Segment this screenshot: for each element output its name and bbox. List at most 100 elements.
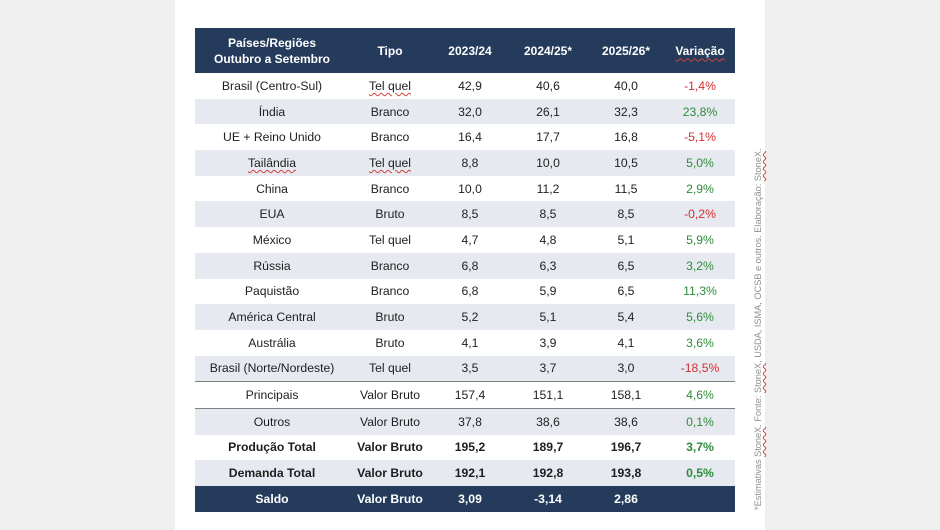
- cell-region-text: Brasil (Centro-Sul): [221, 78, 323, 93]
- cell-variation-text: 0,5%: [686, 466, 714, 481]
- cell-y2: 38,6: [509, 407, 587, 435]
- cell-y1-text: 4,7: [461, 232, 479, 247]
- cell-y2: 5,1: [509, 304, 587, 330]
- cell-y2-text: 26,1: [536, 104, 560, 119]
- cell-region: Demanda Total: [195, 460, 349, 486]
- cell-y1: 8,8: [431, 150, 509, 176]
- cell-variation-text: 4,6%: [686, 388, 714, 403]
- cell-y3-text: 6,5: [617, 284, 635, 299]
- cell-type-text: Tel quel: [368, 232, 411, 247]
- cell-y3: 6,5: [587, 278, 665, 305]
- table-row: China Branco 10,0 11,2 11,5 2,9%: [195, 175, 735, 202]
- cell-region-text: México: [252, 232, 292, 247]
- cell-variation-text: 5,0%: [686, 155, 714, 170]
- table-row: Tailândia Tel quel 8,8 10,0 10,5 5,0%: [195, 150, 735, 176]
- cell-region: Principais: [195, 381, 349, 409]
- cell-y2: 11,2: [509, 175, 587, 202]
- cell-y3: 5,4: [587, 304, 665, 330]
- cell-y1: 32,0: [431, 98, 509, 125]
- cell-y1-text: 6,8: [461, 258, 479, 273]
- cell-region: EUA: [195, 201, 349, 228]
- cell-variation-text: 3,7%: [686, 440, 714, 455]
- cell-y2: 192,8: [509, 460, 587, 486]
- cell-variation: 5,0%: [665, 150, 735, 176]
- cell-y3: 16,8: [587, 124, 665, 151]
- cell-variation: 5,6%: [665, 304, 735, 330]
- cell-y2: 8,5: [509, 201, 587, 228]
- cell-y2: 26,1: [509, 98, 587, 125]
- cell-y3: 4,1: [587, 329, 665, 356]
- cell-variation: -1,4%: [665, 73, 735, 99]
- cell-y2-text: 151,1: [532, 388, 564, 403]
- cell-y1-text: 37,8: [458, 414, 482, 429]
- cell-variation-text: -0,2%: [684, 207, 716, 222]
- table-row: Índia Branco 32,0 26,1 32,3 23,8%: [195, 98, 735, 125]
- source-part1: *Estimativas: [753, 456, 763, 510]
- cell-y1-text: 157,4: [454, 388, 486, 403]
- cell-y1-text: 42,9: [458, 78, 482, 93]
- cell-y3: 32,3: [587, 98, 665, 125]
- summary-row: Produção Total Valor Bruto 195,2 189,7 196,7…: [195, 434, 735, 461]
- cell-region-text: Produção Total: [228, 440, 316, 455]
- cell-y2: 17,7: [509, 124, 587, 151]
- saldo-region: Saldo: [195, 486, 349, 512]
- cell-y3: 193,8: [587, 460, 665, 486]
- cell-variation: 0,1%: [665, 407, 735, 435]
- cell-type-text: Valor Bruto: [359, 414, 421, 429]
- cell-region: Rússia: [195, 252, 349, 279]
- cell-variation-text: 5,6%: [686, 310, 714, 325]
- cell-region: Produção Total: [195, 434, 349, 461]
- cell-y2-text: 189,7: [532, 440, 564, 455]
- header-region-line1: Países/Regiões: [227, 35, 317, 50]
- source-stonex2: StoneX: [753, 362, 763, 394]
- cell-y2-text: 3,9: [539, 335, 557, 350]
- cell-y3: 10,5: [587, 150, 665, 176]
- saldo-y3: 2,86: [587, 486, 665, 512]
- cell-region: Brasil (Norte/Nordeste): [195, 355, 349, 382]
- cell-y1: 16,4: [431, 124, 509, 151]
- summary-row: Principais Valor Bruto 157,4 151,1 158,1 4,6%: [195, 381, 735, 409]
- cell-type-text: Bruto: [375, 207, 405, 222]
- cell-type: Branco: [349, 278, 431, 305]
- cell-variation-text: 5,9%: [686, 232, 714, 247]
- cell-y2: 3,7: [509, 355, 587, 382]
- cell-y2-text: 5,9: [539, 284, 557, 299]
- cell-y3-text: 32,3: [614, 104, 638, 119]
- cell-y1-text: 4,1: [461, 335, 479, 350]
- cell-y1-text: 32,0: [458, 104, 482, 119]
- cell-y1: 8,5: [431, 201, 509, 228]
- cell-region-text: América Central: [228, 310, 316, 325]
- summary-row: Outros Valor Bruto 37,8 38,6 38,6 0,1%: [195, 407, 735, 435]
- header-2025-26: 2025/26*: [587, 28, 665, 73]
- cell-variation-text: -5,1%: [684, 130, 716, 145]
- cell-region: América Central: [195, 304, 349, 330]
- header-2023-24: 2023/24: [431, 28, 509, 73]
- source-part4: .: [753, 148, 763, 151]
- cell-type: Tel quel: [349, 150, 431, 176]
- cell-variation: 3,6%: [665, 329, 735, 356]
- cell-y3-text: 5,4: [617, 310, 635, 325]
- cell-y3: 5,1: [587, 227, 665, 253]
- cell-region: UE + Reino Unido: [195, 124, 349, 151]
- cell-region-text: UE + Reino Unido: [223, 130, 321, 145]
- cell-type-text: Tel quel: [368, 78, 411, 93]
- cell-region: México: [195, 227, 349, 253]
- cell-y3-text: 5,1: [617, 232, 635, 247]
- cell-type: Branco: [349, 124, 431, 151]
- cell-region-text: Índia: [258, 104, 286, 119]
- cell-variation: 4,6%: [665, 381, 735, 409]
- document-page: StoneX Inteligência de Mercado Países/Re…: [175, 0, 765, 530]
- table-row: EUA Bruto 8,5 8,5 8,5 -0,2%: [195, 201, 735, 228]
- cell-variation: 3,2%: [665, 252, 735, 279]
- cell-variation-text: 3,2%: [686, 258, 714, 273]
- table-row: México Tel quel 4,7 4,8 5,1 5,9%: [195, 227, 735, 253]
- cell-y3: 158,1: [587, 381, 665, 409]
- header-type: Tipo: [349, 28, 431, 73]
- cell-variation: 0,5%: [665, 460, 735, 486]
- header-region: Países/Regiões Outubro a Setembro: [195, 28, 349, 73]
- cell-type: Tel quel: [349, 227, 431, 253]
- cell-y2-text: 5,1: [539, 310, 557, 325]
- cell-region-text: Outros: [253, 414, 291, 429]
- cell-y1-text: 3,5: [461, 361, 479, 376]
- cell-y2-text: 17,7: [536, 130, 560, 145]
